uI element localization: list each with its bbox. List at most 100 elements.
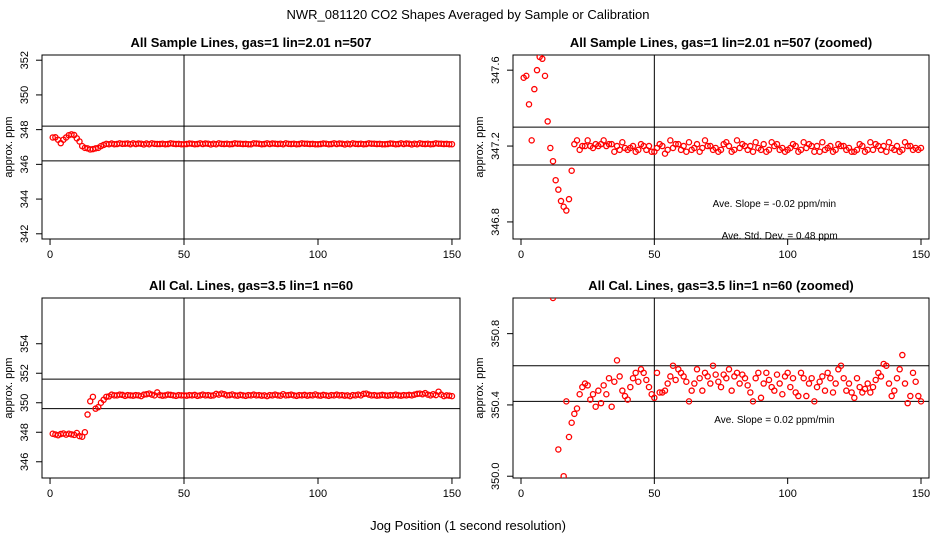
data-point <box>763 369 770 377</box>
data-point <box>869 146 877 154</box>
y-tick-label: 346 <box>19 155 31 173</box>
data-point <box>752 374 759 382</box>
data-point <box>448 140 456 148</box>
data-point <box>723 374 730 382</box>
data-point <box>805 380 813 387</box>
data-point <box>592 403 599 410</box>
data-point <box>589 390 597 398</box>
data-point <box>891 387 898 394</box>
data-point <box>653 369 661 377</box>
data-point <box>880 142 887 150</box>
data-point <box>627 383 634 391</box>
data-point <box>717 146 725 154</box>
data-point <box>733 369 741 377</box>
data-point <box>856 383 863 391</box>
data-point <box>888 392 895 400</box>
data-point <box>672 140 679 148</box>
data-point <box>731 146 738 154</box>
data-point <box>824 369 831 377</box>
data-point <box>661 387 669 394</box>
x-tick-label: 100 <box>778 249 796 261</box>
y-tick-label: 350.4 <box>490 391 502 419</box>
data-point <box>715 378 722 386</box>
plot-frame <box>41 54 461 240</box>
y-axis-label: approx. ppm <box>3 357 15 418</box>
data-point <box>680 142 687 150</box>
data-point <box>664 146 671 154</box>
plot-area <box>513 55 929 239</box>
panel-3: All Cal. Lines, gas=3.5 lin=1 n=60 0 50 100… <box>3 278 461 500</box>
data-point <box>867 139 874 146</box>
data-point <box>787 383 794 391</box>
data-point <box>869 383 877 391</box>
data-point <box>533 66 541 74</box>
data-point <box>861 385 869 393</box>
data-point <box>672 376 679 384</box>
data-point <box>560 472 567 478</box>
data-point <box>864 380 871 387</box>
data-point <box>915 392 922 400</box>
data-point <box>446 140 453 148</box>
data-point <box>773 140 781 148</box>
data-point <box>76 138 83 145</box>
plot-frame <box>512 297 930 479</box>
data-point <box>885 380 893 387</box>
data-point <box>669 362 677 369</box>
data-point <box>699 144 706 152</box>
data-point <box>103 393 110 401</box>
data-point <box>611 148 618 155</box>
data-point <box>733 137 741 144</box>
data-point <box>571 410 578 418</box>
data-point <box>795 392 802 400</box>
data-point <box>218 390 225 397</box>
data-point <box>600 382 607 389</box>
data-point <box>741 374 749 382</box>
x-tick-label: 0 <box>518 488 524 500</box>
data-point <box>547 144 554 152</box>
data-point <box>656 389 663 396</box>
data-point <box>552 176 559 184</box>
data-point <box>707 380 714 387</box>
data-point <box>693 140 701 148</box>
annotation: Ave. Slope = -0.02 ppm/min <box>713 199 837 210</box>
data-point <box>608 140 615 148</box>
data-point <box>907 392 914 400</box>
data-point <box>619 387 626 394</box>
data-point <box>84 411 91 418</box>
x-tick-label: 150 <box>443 488 461 500</box>
data-point <box>523 72 530 80</box>
data-point <box>555 446 562 453</box>
data-point <box>816 148 823 155</box>
data-point <box>616 146 623 154</box>
data-point <box>568 167 575 174</box>
annotation: Ave. Std. Dev. = 0.48 ppm <box>722 231 838 242</box>
data-point <box>635 146 642 154</box>
panel-title: All Sample Lines, gas=1 lin=2.01 n=507 (… <box>570 35 872 50</box>
data-point <box>789 374 797 382</box>
y-axis-label: approx. ppm <box>474 116 486 177</box>
data-point <box>667 137 674 144</box>
x-tick-label: 0 <box>518 249 524 261</box>
data-point <box>563 207 570 214</box>
y-tick-label: 348 <box>19 423 31 441</box>
data-point <box>704 142 711 150</box>
data-point <box>899 146 906 154</box>
data-point <box>683 148 690 155</box>
panel-2: All Sample Lines, gas=1 lin=2.01 n=507 (… <box>474 35 930 261</box>
y-tick-label: 350 <box>19 86 31 104</box>
data-point <box>613 357 621 364</box>
data-point <box>725 366 733 373</box>
data-point <box>563 398 570 405</box>
y-tick-label: 342 <box>19 225 31 243</box>
data-point <box>541 72 549 80</box>
data-point <box>749 148 757 155</box>
data-point <box>757 394 765 402</box>
data-point <box>696 374 703 382</box>
y-tick-label: 352 <box>19 364 31 382</box>
data-point <box>568 419 575 427</box>
data-point <box>819 373 826 380</box>
data-point <box>680 373 687 380</box>
data-point <box>797 146 805 154</box>
data-point <box>448 392 456 400</box>
data-point <box>49 134 56 141</box>
